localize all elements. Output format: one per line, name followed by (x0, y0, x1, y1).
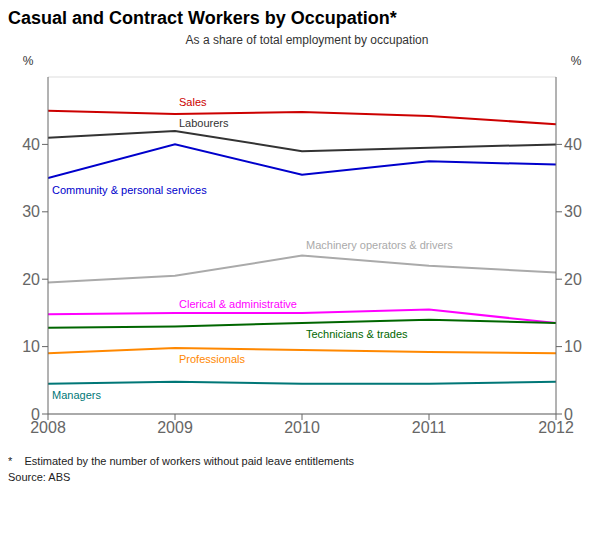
svg-text:Managers: Managers (52, 389, 101, 401)
svg-text:10: 10 (22, 338, 40, 355)
svg-text:0: 0 (31, 406, 40, 423)
svg-text:10: 10 (564, 338, 582, 355)
svg-text:30: 30 (22, 203, 40, 220)
svg-text:Community & personal services: Community & personal services (52, 184, 207, 196)
html-text:Source: ABS: Source: ABS (8, 471, 71, 483)
svg-text:40: 40 (564, 136, 582, 153)
svg-text:2009: 2009 (157, 419, 193, 436)
svg-text:2012: 2012 (538, 419, 574, 437)
svg-text:40: 40 (22, 136, 40, 153)
svg-text:Machinery operators & drivers: Machinery operators & drivers (306, 239, 453, 251)
svg-text:Professionals: Professionals (179, 353, 246, 365)
svg-text:20: 20 (564, 271, 582, 288)
html-text:* Estimated by the number of w: * Estimated by the number of workers wit… (8, 455, 355, 467)
svg-text:Sales: Sales (179, 96, 207, 108)
svg-text:30: 30 (564, 203, 582, 220)
svg-text:Labourers: Labourers (179, 117, 229, 129)
svg-text:2010: 2010 (284, 419, 320, 436)
html-text:As a share of total employment: As a share of total employment by occupa… (185, 33, 429, 47)
svg-text:%: % (23, 54, 34, 68)
svg-text:%: % (571, 54, 582, 68)
svg-text:20: 20 (22, 271, 40, 288)
html-text:Casual and Contract Workers by: Casual and Contract Workers by Occupatio… (8, 8, 397, 28)
svg-text:Technicians & trades: Technicians & trades (306, 328, 408, 340)
svg-text:2008: 2008 (30, 419, 66, 437)
svg-text:0: 0 (564, 406, 573, 423)
svg-text:2011: 2011 (412, 419, 447, 436)
svg-text:Clerical & administrative: Clerical & administrative (179, 298, 297, 310)
